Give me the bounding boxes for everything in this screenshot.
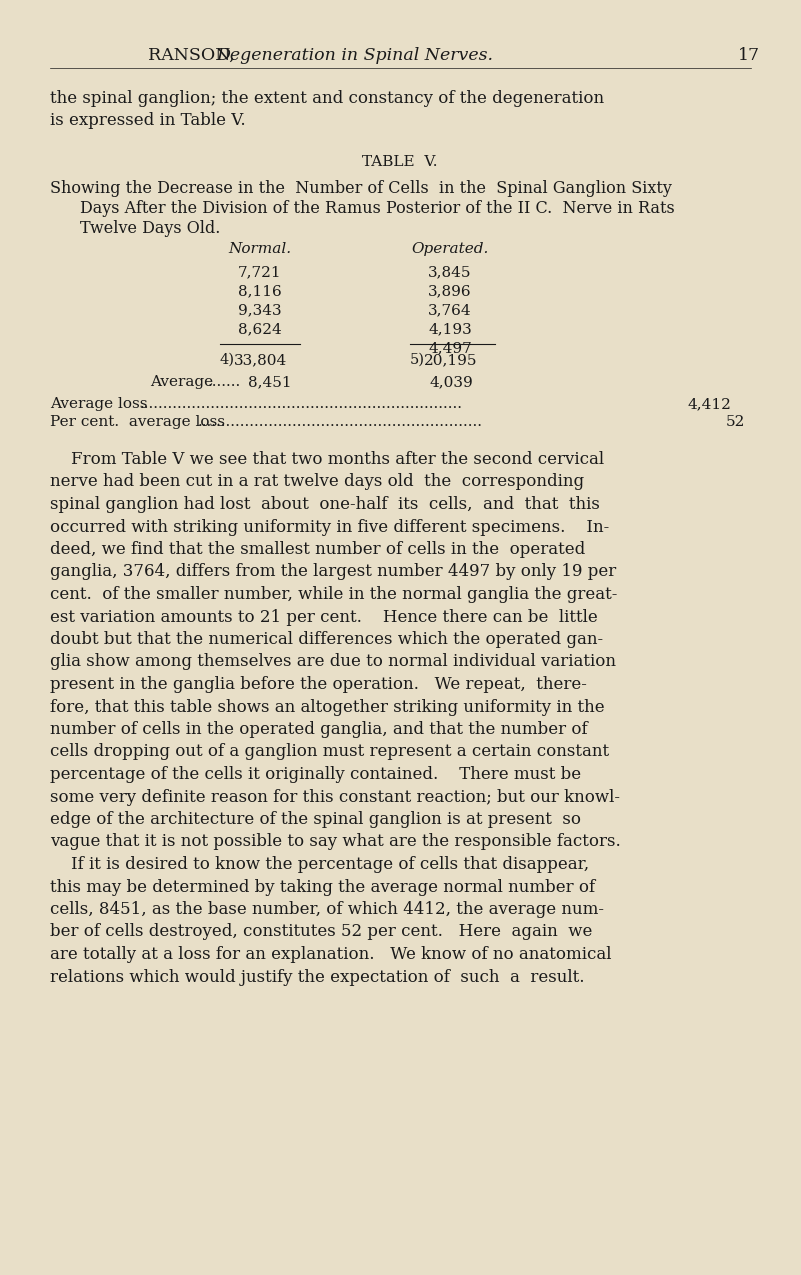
Text: this may be determined by taking the average normal number of: this may be determined by taking the ave… (50, 878, 595, 895)
Text: 9,343: 9,343 (238, 303, 282, 317)
Text: If it is desired to know the percentage of cells that disappear,: If it is desired to know the percentage … (50, 856, 589, 873)
Text: cent.  of the smaller number, while in the normal ganglia the great-: cent. of the smaller number, while in th… (50, 586, 618, 603)
Text: is expressed in Table V.: is expressed in Table V. (50, 112, 246, 129)
Text: Showing the Decrease in the  Number of Cells  in the  Spinal Ganglion Sixty: Showing the Decrease in the Number of Ce… (50, 180, 672, 198)
Text: 4): 4) (220, 353, 235, 367)
Text: 8,624: 8,624 (238, 323, 282, 337)
Text: 4,193: 4,193 (428, 323, 472, 337)
Text: glia show among themselves are due to normal individual variation: glia show among themselves are due to no… (50, 654, 616, 671)
Text: are totally at a loss for an explanation.   We know of no anatomical: are totally at a loss for an explanation… (50, 946, 611, 963)
Text: doubt but that the numerical differences which the operated gan-: doubt but that the numerical differences… (50, 631, 603, 648)
Text: 7,721: 7,721 (238, 265, 282, 279)
Text: Days After the Division of the Ramus Posterior of the II C.  Nerve in Rats: Days After the Division of the Ramus Pos… (80, 200, 674, 217)
Text: cells dropping out of a ganglion must represent a certain constant: cells dropping out of a ganglion must re… (50, 743, 609, 760)
Text: 17: 17 (738, 47, 760, 64)
Text: vague that it is not possible to say what are the responsible factors.: vague that it is not possible to say wha… (50, 834, 621, 850)
Text: ....................................................................: ........................................… (140, 397, 463, 411)
Text: present in the ganglia before the operation.   We repeat,  there-: present in the ganglia before the operat… (50, 676, 587, 694)
Text: percentage of the cells it originally contained.    There must be: percentage of the cells it originally co… (50, 766, 581, 783)
Text: .......: ....... (208, 375, 241, 389)
Text: Degeneration in Spinal Nerves.: Degeneration in Spinal Nerves. (216, 47, 493, 64)
Text: nerve had been cut in a rat twelve days old  the  corresponding: nerve had been cut in a rat twelve days … (50, 473, 584, 491)
Text: 8,116: 8,116 (238, 284, 282, 298)
Text: 3,764: 3,764 (429, 303, 472, 317)
Text: Per cent.  average loss: Per cent. average loss (50, 414, 225, 428)
Text: est variation amounts to 21 per cent.    Hence there can be  little: est variation amounts to 21 per cent. He… (50, 608, 598, 626)
Text: 4,497: 4,497 (428, 340, 472, 354)
Text: RANSON,: RANSON, (148, 47, 240, 64)
Text: edge of the architecture of the spinal ganglion is at present  so: edge of the architecture of the spinal g… (50, 811, 581, 827)
Text: some very definite reason for this constant reaction; but our knowl-: some very definite reason for this const… (50, 788, 620, 806)
Text: the spinal ganglion; the extent and constancy of the degeneration: the spinal ganglion; the extent and cons… (50, 91, 604, 107)
Text: Average loss: Average loss (50, 397, 147, 411)
Text: ............................................................: ........................................… (198, 414, 483, 428)
Text: Average: Average (150, 375, 213, 389)
Text: occurred with striking uniformity in five different specimens.    In-: occurred with striking uniformity in fiv… (50, 519, 610, 536)
Text: spinal ganglion had lost  about  one-half  its  cells,  and  that  this: spinal ganglion had lost about one-half … (50, 496, 600, 513)
Text: Normal.: Normal. (228, 242, 292, 256)
Text: 4,412: 4,412 (687, 397, 731, 411)
Text: ganglia, 3764, differs from the largest number 4497 by only 19 per: ganglia, 3764, differs from the largest … (50, 564, 616, 580)
Text: 5): 5) (410, 353, 425, 367)
Text: fore, that this table shows an altogether striking uniformity in the: fore, that this table shows an altogethe… (50, 699, 605, 715)
Text: 20,195: 20,195 (424, 353, 477, 367)
Text: 52: 52 (726, 414, 746, 428)
Text: 3,845: 3,845 (429, 265, 472, 279)
Text: ber of cells destroyed, constitutes 52 per cent.   Here  again  we: ber of cells destroyed, constitutes 52 p… (50, 923, 593, 941)
Text: TABLE  V.: TABLE V. (362, 156, 438, 170)
Text: Twelve Days Old.: Twelve Days Old. (80, 221, 220, 237)
Text: deed, we find that the smallest number of cells in the  operated: deed, we find that the smallest number o… (50, 541, 586, 558)
Text: number of cells in the operated ganglia, and that the number of: number of cells in the operated ganglia,… (50, 720, 588, 738)
Text: From Table V we see that two months after the second cervical: From Table V we see that two months afte… (50, 451, 604, 468)
Text: 3,896: 3,896 (429, 284, 472, 298)
Text: cells, 8451, as the base number, of which 4412, the average num-: cells, 8451, as the base number, of whic… (50, 901, 604, 918)
Text: 8,451: 8,451 (248, 375, 292, 389)
Text: 33,804: 33,804 (234, 353, 288, 367)
Text: Operated.: Operated. (411, 242, 489, 256)
Text: 4,039: 4,039 (430, 375, 473, 389)
Text: relations which would justify the expectation of  such  a  result.: relations which would justify the expect… (50, 969, 585, 986)
